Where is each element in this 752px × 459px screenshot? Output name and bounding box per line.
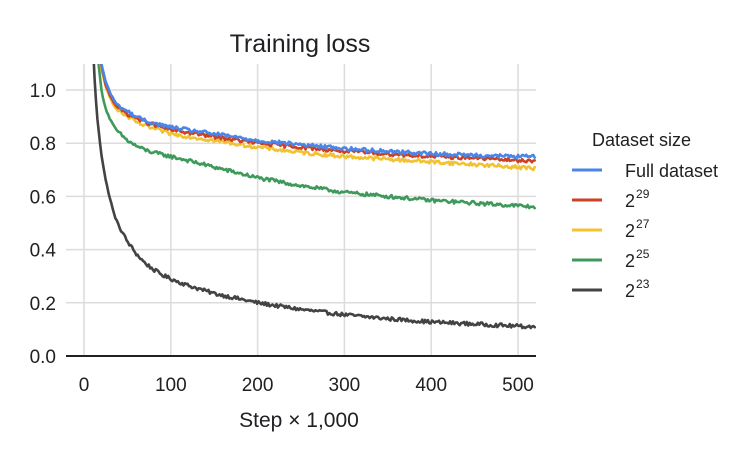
- y-grid: [66, 89, 536, 304]
- series-lines: [92, 64, 536, 330]
- x-axis-title: Step × 1,000: [239, 409, 359, 432]
- y-tick-label: 1.0: [30, 81, 56, 102]
- y-tick-label: 0.4: [30, 241, 57, 262]
- legend: Dataset size Full dataset 229 227 225 223: [572, 130, 718, 301]
- x-grid: [83, 64, 519, 356]
- legend-label: Full dataset: [625, 161, 718, 181]
- series-line-2-23: [92, 64, 536, 330]
- x-tick-label: 300: [329, 375, 361, 396]
- y-axis-ticks: 0.0 0.2 0.4 0.6 0.8 1.0: [30, 81, 57, 368]
- y-tick-label: 0.2: [30, 294, 56, 315]
- x-axis-ticks: 0 100 200 300 400 500: [79, 375, 534, 396]
- legend-label: 229: [625, 187, 650, 211]
- series-line-2-29: [99, 64, 536, 164]
- x-tick-label: 100: [155, 375, 187, 396]
- x-tick-label: 500: [502, 375, 534, 396]
- legend-label: 227: [625, 217, 650, 241]
- legend-label: 225: [625, 247, 650, 271]
- series-line-2-25: [97, 64, 536, 210]
- series-line-2-27: [99, 64, 536, 172]
- x-tick-label: 0: [79, 375, 90, 396]
- legend-label: 223: [625, 277, 650, 301]
- x-tick-label: 200: [242, 375, 274, 396]
- legend-items: Full dataset 229 227 225 223: [572, 161, 718, 301]
- chart-title: Training loss: [230, 30, 371, 58]
- y-tick-label: 0.8: [30, 134, 56, 155]
- x-tick-label: 400: [415, 375, 447, 396]
- y-tick-label: 0.6: [30, 187, 56, 208]
- y-tick-label: 0.0: [30, 347, 56, 368]
- legend-title: Dataset size: [592, 130, 691, 150]
- series-line-full-dataset: [100, 64, 536, 160]
